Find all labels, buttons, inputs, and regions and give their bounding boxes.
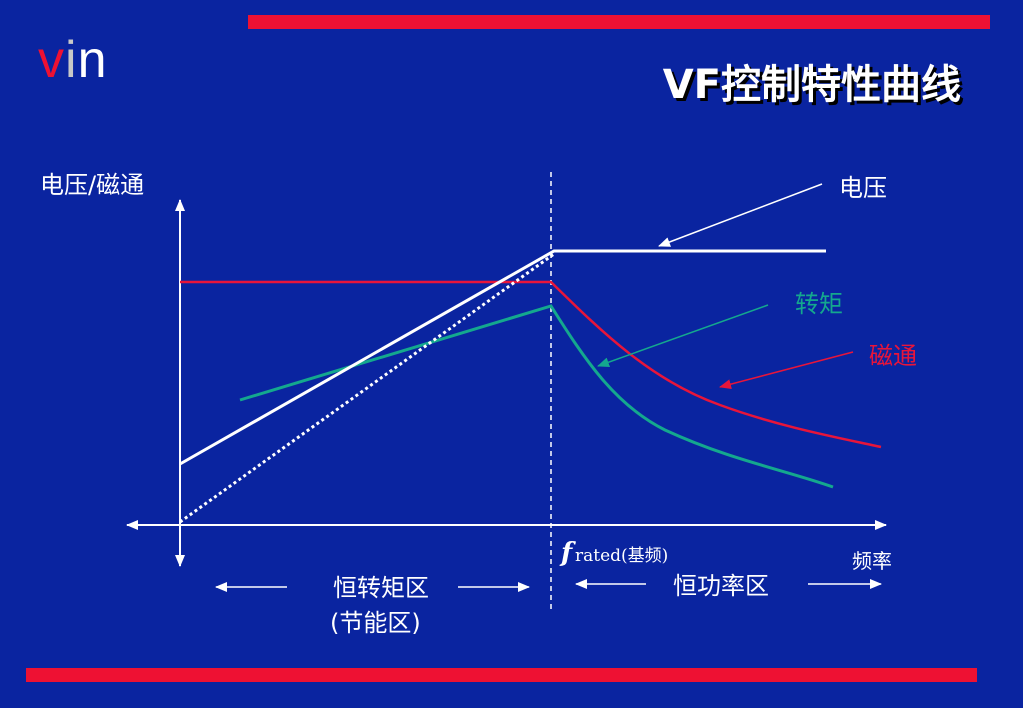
torque-curve <box>239 304 834 489</box>
voltage-curve <box>179 249 826 466</box>
bottom-accent-bar <box>26 668 977 682</box>
f-rated-symbol: f <box>559 538 576 568</box>
top-accent-bar <box>248 15 990 29</box>
energy-saving-region-label: (节能区) <box>330 609 421 637</box>
voltage-label: 电压 <box>839 174 887 202</box>
f-rated-label: rated(基频) <box>575 546 668 566</box>
y-axis-label: 电压/磁通 <box>40 171 144 199</box>
torque-callout-pointer <box>597 304 769 367</box>
ideal-vf-line <box>179 252 555 524</box>
constant-power-region-label: 恒功率区 <box>673 572 769 600</box>
flux-label: 磁通 <box>869 342 917 370</box>
torque-label: 转矩 <box>795 290 843 318</box>
flux-callout-pointer <box>719 351 854 390</box>
vin-logo: vin <box>38 31 108 89</box>
flux-curve <box>180 280 882 449</box>
voltage-callout-pointer <box>658 183 823 247</box>
slide-title: VF控制特性曲线 <box>662 62 961 108</box>
x-axis-label: 频率 <box>852 549 892 573</box>
constant-torque-region-label: 恒转矩区 <box>333 574 429 602</box>
